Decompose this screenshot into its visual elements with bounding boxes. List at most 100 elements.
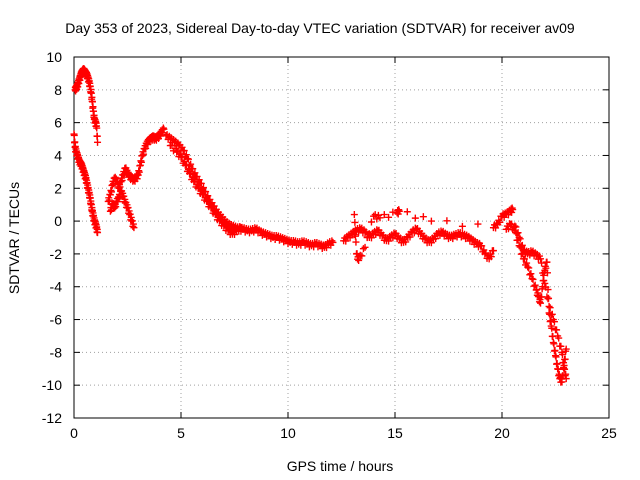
data-point	[432, 235, 440, 243]
data-point	[527, 270, 535, 278]
data-point	[419, 213, 427, 221]
data-point	[187, 160, 195, 168]
data-point	[184, 165, 192, 173]
data-point	[443, 217, 451, 225]
data-point	[509, 206, 517, 214]
data-point	[184, 155, 192, 163]
data-point	[355, 256, 363, 264]
data-point	[189, 165, 197, 173]
data-point	[558, 378, 566, 386]
data-point	[351, 232, 359, 240]
data-point	[542, 264, 550, 272]
data-point	[550, 340, 558, 348]
y-tick-label: -4	[50, 279, 63, 295]
data-point	[94, 138, 102, 146]
data-point	[529, 275, 537, 283]
data-point	[403, 208, 411, 216]
data-point	[474, 220, 482, 228]
data-point	[361, 243, 369, 251]
data-point	[504, 225, 512, 233]
y-tick-label: -8	[50, 344, 63, 360]
chart-title: Day 353 of 2023, Sidereal Day-to-day VTE…	[65, 20, 575, 36]
data-point	[342, 237, 350, 245]
data-point	[395, 207, 403, 215]
y-tick-label: 6	[54, 115, 62, 131]
data-point	[552, 353, 560, 361]
data-point	[523, 259, 531, 267]
data-point	[545, 302, 553, 310]
data-point	[197, 179, 205, 187]
data-point	[410, 229, 418, 237]
y-axis-label: SDTVAR / TECUs	[6, 182, 22, 294]
data-point	[537, 299, 545, 307]
data-point	[237, 224, 245, 232]
plot-frame	[73, 56, 610, 419]
data-point	[373, 215, 381, 223]
data-point	[496, 218, 504, 226]
x-axis-label: GPS time / hours	[287, 458, 394, 474]
data-point	[195, 176, 203, 184]
y-tick-label: 10	[46, 49, 62, 65]
data-point	[518, 241, 526, 249]
data-point	[550, 318, 558, 326]
data-point	[70, 131, 78, 139]
data-point	[376, 214, 384, 222]
data-point	[380, 211, 388, 219]
data-point	[548, 324, 556, 332]
data-point	[231, 231, 238, 239]
data-point	[511, 222, 519, 230]
data-point	[458, 222, 466, 230]
data-point	[406, 233, 414, 241]
y-tick-label: -2	[50, 246, 63, 262]
x-tick-label: 25	[601, 425, 617, 441]
data-point	[352, 238, 360, 246]
data-point	[180, 147, 188, 155]
data-point	[323, 244, 331, 252]
data-point	[557, 342, 565, 350]
data-point	[542, 283, 550, 291]
data-point	[538, 259, 546, 267]
data-point	[555, 334, 563, 342]
data-point	[385, 213, 393, 221]
data-point	[130, 224, 138, 232]
data-point	[513, 230, 521, 238]
x-tick-label: 10	[280, 425, 296, 441]
data-point	[526, 271, 534, 279]
data-point	[329, 238, 337, 246]
data-point	[180, 157, 188, 165]
data-point	[191, 169, 199, 177]
data-point	[182, 151, 190, 159]
data-point	[558, 350, 566, 358]
data-point	[553, 326, 561, 334]
data-point	[411, 214, 419, 222]
x-tick-label: 5	[177, 425, 185, 441]
data-point	[562, 345, 570, 353]
y-tick-label: -12	[42, 410, 62, 426]
data-point	[554, 365, 562, 373]
data-point	[478, 242, 486, 250]
data-point	[137, 158, 145, 166]
axis-ticks: 0 5 10 15 20 25 -12 -10 -8 -6 -4 -2 0 2 4 6 8 10	[42, 49, 617, 441]
data-point	[489, 247, 497, 255]
data-point	[107, 188, 115, 196]
data-point	[540, 271, 548, 279]
data-point	[427, 239, 435, 247]
data-point	[182, 161, 190, 169]
data-point	[516, 235, 524, 243]
data-point	[389, 234, 397, 242]
data-point	[543, 258, 551, 266]
data-point	[372, 231, 380, 239]
data-point	[548, 310, 556, 318]
data-point	[189, 174, 197, 182]
data-point	[365, 230, 373, 238]
data-point	[544, 295, 552, 303]
data-point	[168, 141, 176, 149]
data-point	[427, 217, 435, 225]
data-point	[187, 170, 195, 178]
data-point	[528, 275, 536, 283]
data-point	[93, 124, 101, 132]
x-tick-label: 20	[494, 425, 510, 441]
data-point	[346, 234, 354, 242]
data-point	[363, 234, 371, 242]
data-point	[178, 153, 186, 161]
